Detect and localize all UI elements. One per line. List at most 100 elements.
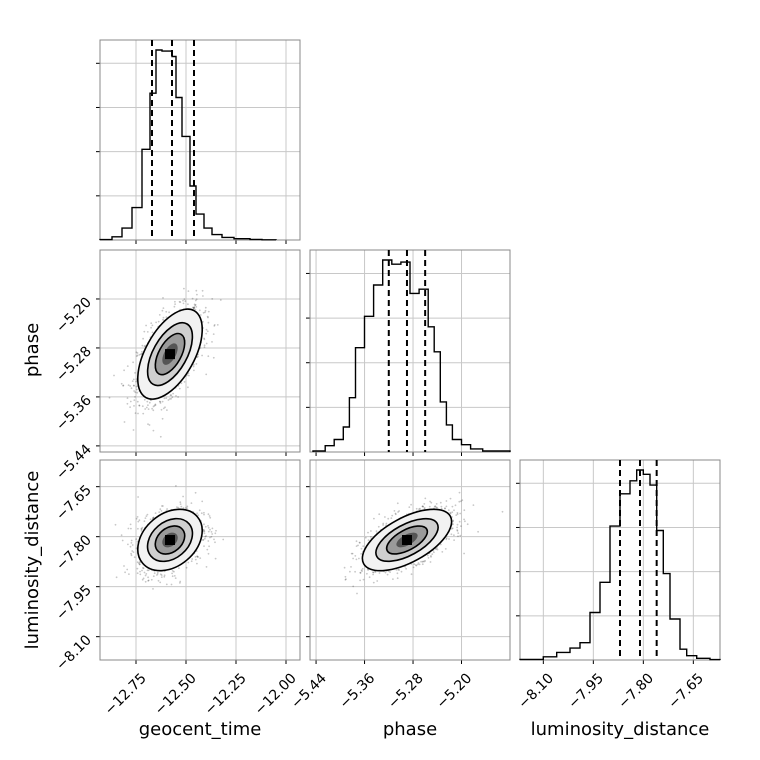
scatter-point	[360, 547, 363, 550]
xtick-label-geocent-time: −12.75	[102, 670, 150, 718]
scatter-point	[451, 505, 454, 508]
scatter-point	[207, 321, 210, 324]
scatter-point	[211, 298, 214, 300]
scatter-point	[447, 509, 450, 511]
scatter-point	[343, 566, 346, 569]
scatter-point	[417, 563, 419, 566]
scatter-point	[460, 500, 462, 503]
scatter-point	[190, 502, 193, 504]
scatter-point	[147, 404, 149, 407]
scatter-point	[159, 435, 162, 438]
scatter-point	[188, 374, 190, 377]
scatter-point	[458, 491, 461, 494]
scatter-point	[350, 552, 353, 555]
scatter-point	[456, 526, 458, 529]
scatter-point	[219, 299, 222, 301]
scatter-point	[197, 556, 199, 558]
scatter-point	[138, 561, 141, 564]
scatter-point	[424, 497, 427, 500]
scatter-point	[132, 551, 135, 553]
scatter-point	[212, 356, 215, 359]
scatter-point	[421, 561, 424, 563]
scatter-point	[130, 387, 133, 390]
scatter-point	[439, 501, 442, 504]
scatter-point	[450, 527, 453, 530]
scatter-point	[185, 566, 188, 569]
scatter-point	[135, 355, 138, 357]
scatter-point	[160, 574, 163, 576]
scatter-point	[204, 309, 207, 312]
scatter-point	[176, 506, 178, 508]
scatter-point	[455, 514, 458, 516]
scatter-point	[138, 563, 141, 566]
scatter-point	[133, 390, 136, 392]
scatter-point	[205, 566, 208, 568]
scatter-point	[206, 330, 209, 333]
scatter-point	[165, 583, 168, 586]
scatter-point	[130, 539, 133, 542]
scatter-point	[168, 311, 171, 314]
scatter-point	[162, 505, 164, 507]
scatter-point	[135, 388, 138, 391]
scatter-point	[194, 299, 197, 302]
scatter-point	[175, 485, 177, 487]
scatter-point	[159, 508, 162, 511]
scatter-point	[132, 384, 135, 387]
scatter-point	[144, 580, 147, 583]
scatter-point	[161, 400, 164, 403]
scatter-point	[144, 344, 147, 347]
scatter-point	[133, 556, 136, 559]
scatter-point	[173, 570, 175, 573]
scatter-point	[453, 534, 455, 537]
scatter-point	[136, 354, 139, 357]
scatter-point	[421, 563, 424, 566]
scatter-point	[114, 523, 117, 526]
scatter-point	[389, 571, 391, 573]
scatter-point	[194, 304, 197, 306]
scatter-point	[141, 344, 144, 347]
scatter-point	[121, 539, 124, 542]
scatter-point	[415, 564, 417, 566]
scatter-point	[182, 302, 185, 305]
scatter-point	[156, 574, 158, 576]
scatter-point	[207, 540, 210, 542]
scatter-point	[419, 507, 421, 510]
scatter-point	[173, 575, 176, 577]
panel-hist-luminosity-distance	[516, 459, 721, 664]
scatter-point	[436, 548, 439, 551]
scatter-point	[170, 394, 173, 397]
scatter-point	[205, 332, 208, 335]
scatter-point	[142, 567, 145, 570]
scatter-point	[153, 404, 156, 407]
scatter-point	[196, 555, 199, 558]
scatter-point	[186, 505, 189, 508]
panel-frame	[99, 249, 301, 453]
scatter-point	[205, 373, 208, 376]
panel-hist-phase	[306, 249, 511, 456]
scatter-point	[472, 504, 475, 506]
scatter-point	[201, 500, 204, 503]
scatter-point	[204, 311, 206, 314]
scatter-point	[203, 545, 205, 547]
scatter-point	[202, 311, 205, 314]
scatter-point	[187, 561, 190, 564]
scatter-point	[501, 510, 504, 513]
scatter-point	[186, 507, 188, 510]
ytick-label-phase: −5.44	[53, 441, 95, 483]
scatter-point	[160, 408, 163, 411]
scatter-point	[156, 573, 159, 575]
scatter-point	[203, 523, 205, 526]
scatter-point	[123, 369, 125, 372]
scatter-point	[153, 572, 156, 575]
scatter-point	[458, 520, 461, 523]
scatter-point	[204, 525, 207, 528]
scatter-point	[397, 511, 399, 513]
scatter-point	[171, 396, 174, 399]
scatter-point	[168, 398, 171, 400]
scatter-point	[162, 407, 165, 410]
scatter-point	[195, 363, 198, 365]
scatter-point	[444, 507, 446, 509]
scatter-point	[456, 523, 459, 526]
scatter-point	[358, 557, 360, 560]
scatter-point	[351, 552, 354, 555]
